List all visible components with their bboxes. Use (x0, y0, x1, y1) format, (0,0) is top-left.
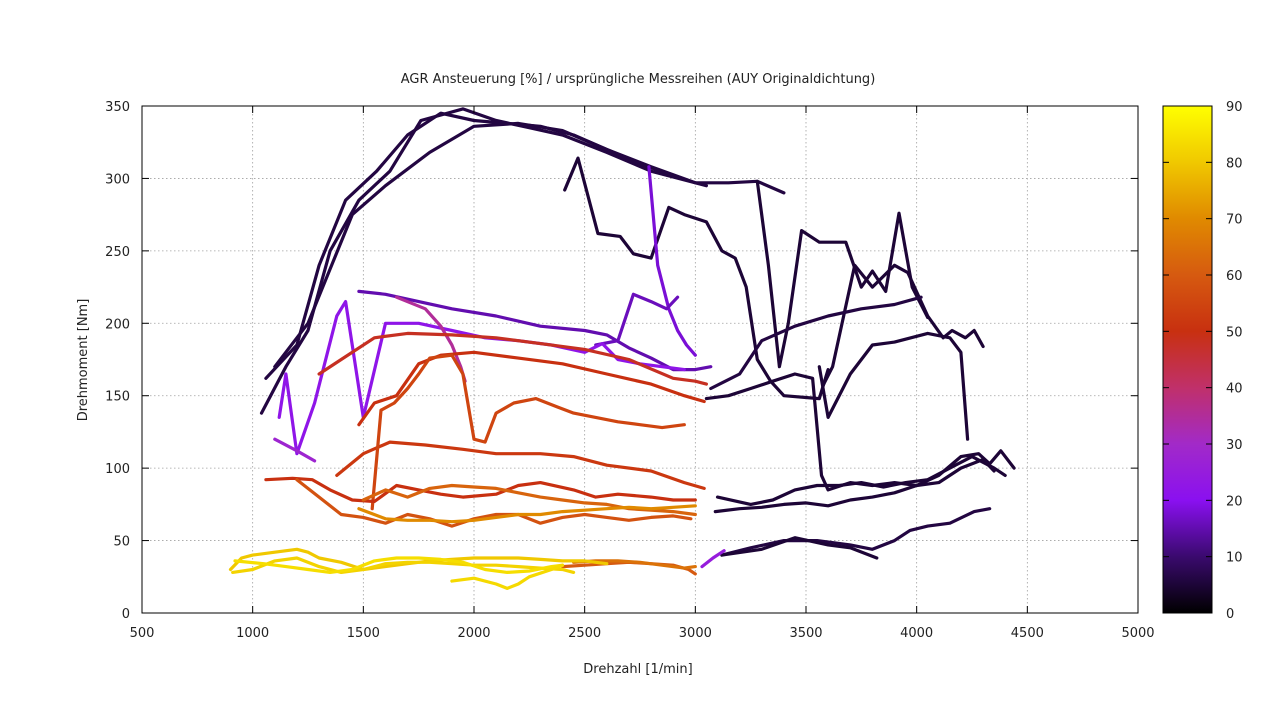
colorbar-frame (1162, 105, 1213, 614)
series-line-agr-50-b (357, 350, 706, 427)
series-line-agr-22-d (277, 300, 686, 456)
y-axis-label: Drehmoment [Nm] (76, 299, 91, 422)
colorbar-tick-label: 90 (1226, 100, 1243, 115)
colorbar-tick-label: 50 (1226, 325, 1243, 340)
series-line-agr-48-a (317, 331, 708, 386)
series-line-teillast-d (817, 331, 970, 441)
x-tick-label: 5000 (1121, 626, 1154, 641)
colorbar-tick-label: 30 (1226, 438, 1243, 453)
x-tick-label: 2000 (457, 626, 490, 641)
series-line-teillast-b (755, 179, 930, 369)
series-line-agr-25-g (700, 549, 726, 569)
colorbar-tick-label: 80 (1226, 156, 1243, 171)
x-axis-label: Drehzahl [1/min] (583, 662, 692, 677)
series-line-agr-18-b (647, 165, 697, 357)
series-line-agr-80-a (228, 547, 609, 572)
series-line-agr-52-c (335, 440, 706, 490)
series-line-teillast-g (715, 455, 1007, 506)
y-tick-label: 150 (105, 390, 130, 405)
colorbar-tick-label: 40 (1226, 382, 1243, 397)
series-line-volllast-3 (273, 121, 675, 369)
x-tick-label: 3500 (789, 626, 822, 641)
series-line-agr-83-d (450, 563, 565, 590)
x-tick-label: 3000 (679, 626, 712, 641)
series-line-teillast-j (720, 536, 879, 560)
series-line-agr-82-b (231, 556, 576, 574)
plot-frame (141, 105, 1139, 614)
y-tick-label: 50 (113, 535, 130, 550)
colorbar-tick-label: 0 (1226, 607, 1234, 622)
series-line-teillast-h (713, 457, 996, 514)
y-tick-label: 250 (105, 245, 130, 260)
x-tick-label: 2500 (568, 626, 601, 641)
x-tick-label: 1000 (236, 626, 269, 641)
grid-layer (142, 106, 1138, 613)
colorbar-ticks: 0 10 20 30 40 50 60 70 80 90 (1163, 100, 1243, 622)
colorbar-tick-label: 60 (1226, 269, 1243, 284)
y-tick-label: 0 (122, 607, 130, 622)
y-tick-label: 300 (105, 172, 130, 187)
colorbar: 0 10 20 30 40 50 60 70 80 90 (1162, 100, 1243, 622)
series-line-agr-28-e (273, 437, 317, 463)
colorbar-tick-label: 10 (1226, 551, 1243, 566)
x-tick-label: 4000 (900, 626, 933, 641)
tick-layer: 500 1000 1500 2000 2500 3000 3500 4000 4500 5000 0… (105, 100, 1154, 641)
series-line-teillast-a (563, 156, 830, 401)
series-line-agr-70-h (357, 504, 697, 524)
colorbar-tick-label: 20 (1226, 494, 1243, 509)
series-line-teillast-c (822, 263, 985, 386)
series-line-agr-84-c (233, 556, 565, 574)
x-tick-label: 4500 (1011, 626, 1044, 641)
y-tick-label: 200 (105, 317, 130, 332)
series-line-agr-58-f (295, 478, 693, 528)
y-tick-label: 100 (105, 462, 130, 477)
series-line-agr-55-d (370, 353, 686, 511)
series-layer (228, 107, 1016, 590)
series-line-teillast-f (709, 295, 923, 391)
x-tick-label: 500 (130, 626, 155, 641)
colorbar-fill (1163, 106, 1212, 613)
series-line-volllast-1 (264, 111, 786, 380)
series-line-agr-16-c (594, 292, 680, 347)
chart-title: AGR Ansteuerung [%] / ursprüngliche Mess… (401, 72, 876, 87)
colorbar-tick-label: 70 (1226, 213, 1243, 228)
x-tick-label: 1500 (347, 626, 380, 641)
y-tick-label: 350 (105, 100, 130, 115)
series-line-agr-50-e (264, 476, 697, 504)
